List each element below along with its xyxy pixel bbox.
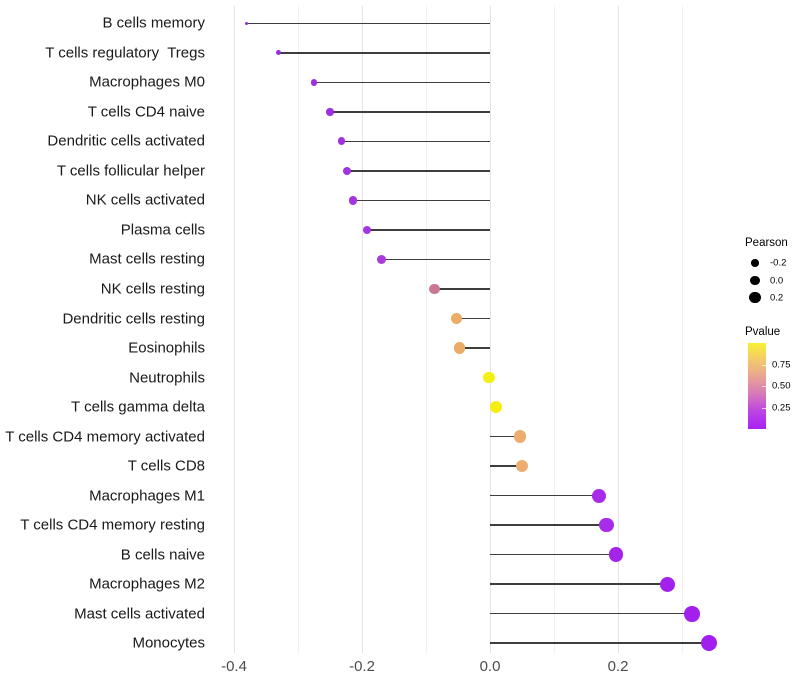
- y-axis-label: T cells regulatory Tregs: [45, 44, 205, 62]
- pvalue-legend-tick: [762, 386, 766, 387]
- y-axis-label: Macrophages M0: [89, 73, 205, 91]
- data-point-macrophages-m0: [310, 78, 318, 86]
- lollipop-segment: [367, 229, 490, 231]
- lollipop-segment: [314, 81, 490, 84]
- size-legend-label: -0.2: [770, 257, 787, 269]
- y-axis-label: T cells gamma delta: [71, 398, 205, 416]
- data-point-macrophages-m2: [659, 576, 675, 592]
- color-legend-title: Pvalue: [745, 326, 781, 338]
- data-point-t-cells-cd4-memory-resting: [599, 518, 614, 533]
- data-point-eosinophils: [453, 342, 465, 354]
- data-point-b-cells-memory: [245, 21, 249, 25]
- lollipop-segment: [353, 199, 490, 202]
- lollipop-segment: [490, 553, 617, 556]
- y-axis-label: Dendritic cells resting: [62, 310, 205, 327]
- pvalue-gradient-bar: [748, 343, 766, 429]
- size-legend-label: 0.2: [770, 291, 784, 303]
- y-axis-label: Neutrophils: [129, 369, 205, 387]
- lollipop-segment: [490, 494, 600, 497]
- data-point-t-cells-follicular-helper: [343, 166, 352, 175]
- data-point-t-cells-regulatory-tregs: [276, 50, 282, 56]
- pvalue-legend-label: 0.25: [772, 401, 791, 413]
- size-legend-label: 0.0: [770, 274, 784, 286]
- lollipop-segment: [341, 140, 490, 143]
- data-point-plasma-cells: [362, 225, 372, 235]
- gridline-x-0.3: [682, 6, 683, 653]
- lollipop-segment: [381, 258, 490, 261]
- y-axis-label: T cells CD8: [127, 457, 205, 475]
- data-point-t-cells-gamma-delta: [490, 401, 503, 414]
- lollipop-segment: [490, 524, 607, 526]
- size-legend-dot: [751, 259, 759, 267]
- lollipop-segment: [490, 612, 693, 615]
- y-axis-label: T cells CD4 memory resting: [20, 516, 205, 534]
- y-axis-label: Macrophages M2: [89, 575, 205, 593]
- y-axis-label: T cells CD4 naive: [87, 103, 205, 121]
- gridline-x--0.3: [298, 6, 299, 653]
- data-point-mast-cells-activated: [684, 605, 701, 622]
- size-legend-title: Pearson: [745, 237, 788, 249]
- x-axis-tick-label: 0.2: [607, 658, 629, 675]
- data-point-dendritic-cells-activated: [337, 137, 346, 146]
- data-point-neutrophils: [482, 371, 495, 384]
- pvalue-legend-label: 0.75: [772, 358, 791, 370]
- gridline-x--0.2: [362, 6, 363, 653]
- y-axis-label: T cells CD4 memory activated: [5, 428, 205, 446]
- lollipop-segment: [490, 465, 522, 467]
- data-point-monocytes: [700, 635, 717, 652]
- data-point-mast-cells-resting: [376, 254, 386, 264]
- x-axis-tick-label: -0.2: [349, 658, 375, 675]
- lollipop-segment: [459, 347, 490, 349]
- gridline-x--0.1: [426, 6, 427, 653]
- y-axis-label: NK cells activated: [85, 191, 205, 209]
- lollipop-segment: [347, 170, 490, 172]
- pvalue-legend-tick: [762, 407, 766, 409]
- gridline-x--0.4: [234, 6, 235, 653]
- y-axis-label: B cells memory: [102, 14, 205, 32]
- x-axis-tick-label: 0.0: [479, 658, 501, 675]
- lollipop-segment: [246, 22, 490, 25]
- size-legend-dot: [749, 291, 761, 304]
- lollipop-segment: [490, 583, 668, 585]
- size-legend-dot: [750, 275, 760, 286]
- data-point-dendritic-cells-resting: [450, 312, 462, 325]
- lollipop-segment: [278, 52, 490, 54]
- data-point-nk-cells-activated: [348, 196, 358, 205]
- y-axis-label: Monocytes: [132, 634, 205, 652]
- lollipop-segment: [330, 111, 490, 113]
- plot-panel: [214, 6, 735, 653]
- lollipop-segment: [456, 317, 490, 320]
- x-axis-tick-label: -0.4: [221, 658, 247, 675]
- data-point-nk-cells-resting: [429, 283, 440, 295]
- y-axis-label: Mast cells activated: [74, 605, 205, 623]
- lollipop-segment: [490, 642, 709, 644]
- pvalue-legend-tick: [762, 364, 766, 366]
- y-axis-label: Macrophages M1: [89, 487, 205, 505]
- y-axis-label: NK cells resting: [100, 280, 205, 298]
- gridline-x-0.1: [554, 6, 555, 653]
- y-axis-label: Plasma cells: [120, 221, 205, 239]
- data-point-t-cells-cd4-naive: [326, 108, 334, 116]
- y-axis-label: Dendritic cells activated: [47, 132, 205, 150]
- y-axis-label: T cells follicular helper: [56, 162, 205, 180]
- data-point-macrophages-m1: [592, 488, 607, 503]
- y-axis-label: B cells naive: [120, 546, 205, 564]
- data-point-t-cells-cd4-memory-activated: [513, 430, 527, 443]
- data-point-t-cells-cd8: [515, 459, 529, 473]
- gridline-x-0: [490, 6, 491, 653]
- pvalue-legend-label: 0.50: [772, 380, 791, 392]
- lollipop-segment: [490, 435, 521, 438]
- y-axis-label: Mast cells resting: [89, 250, 205, 268]
- data-point-b-cells-naive: [608, 547, 624, 562]
- lollipop-segment: [434, 288, 490, 290]
- gridline-x-0.2: [618, 6, 619, 653]
- y-axis-label: Eosinophils: [128, 339, 205, 357]
